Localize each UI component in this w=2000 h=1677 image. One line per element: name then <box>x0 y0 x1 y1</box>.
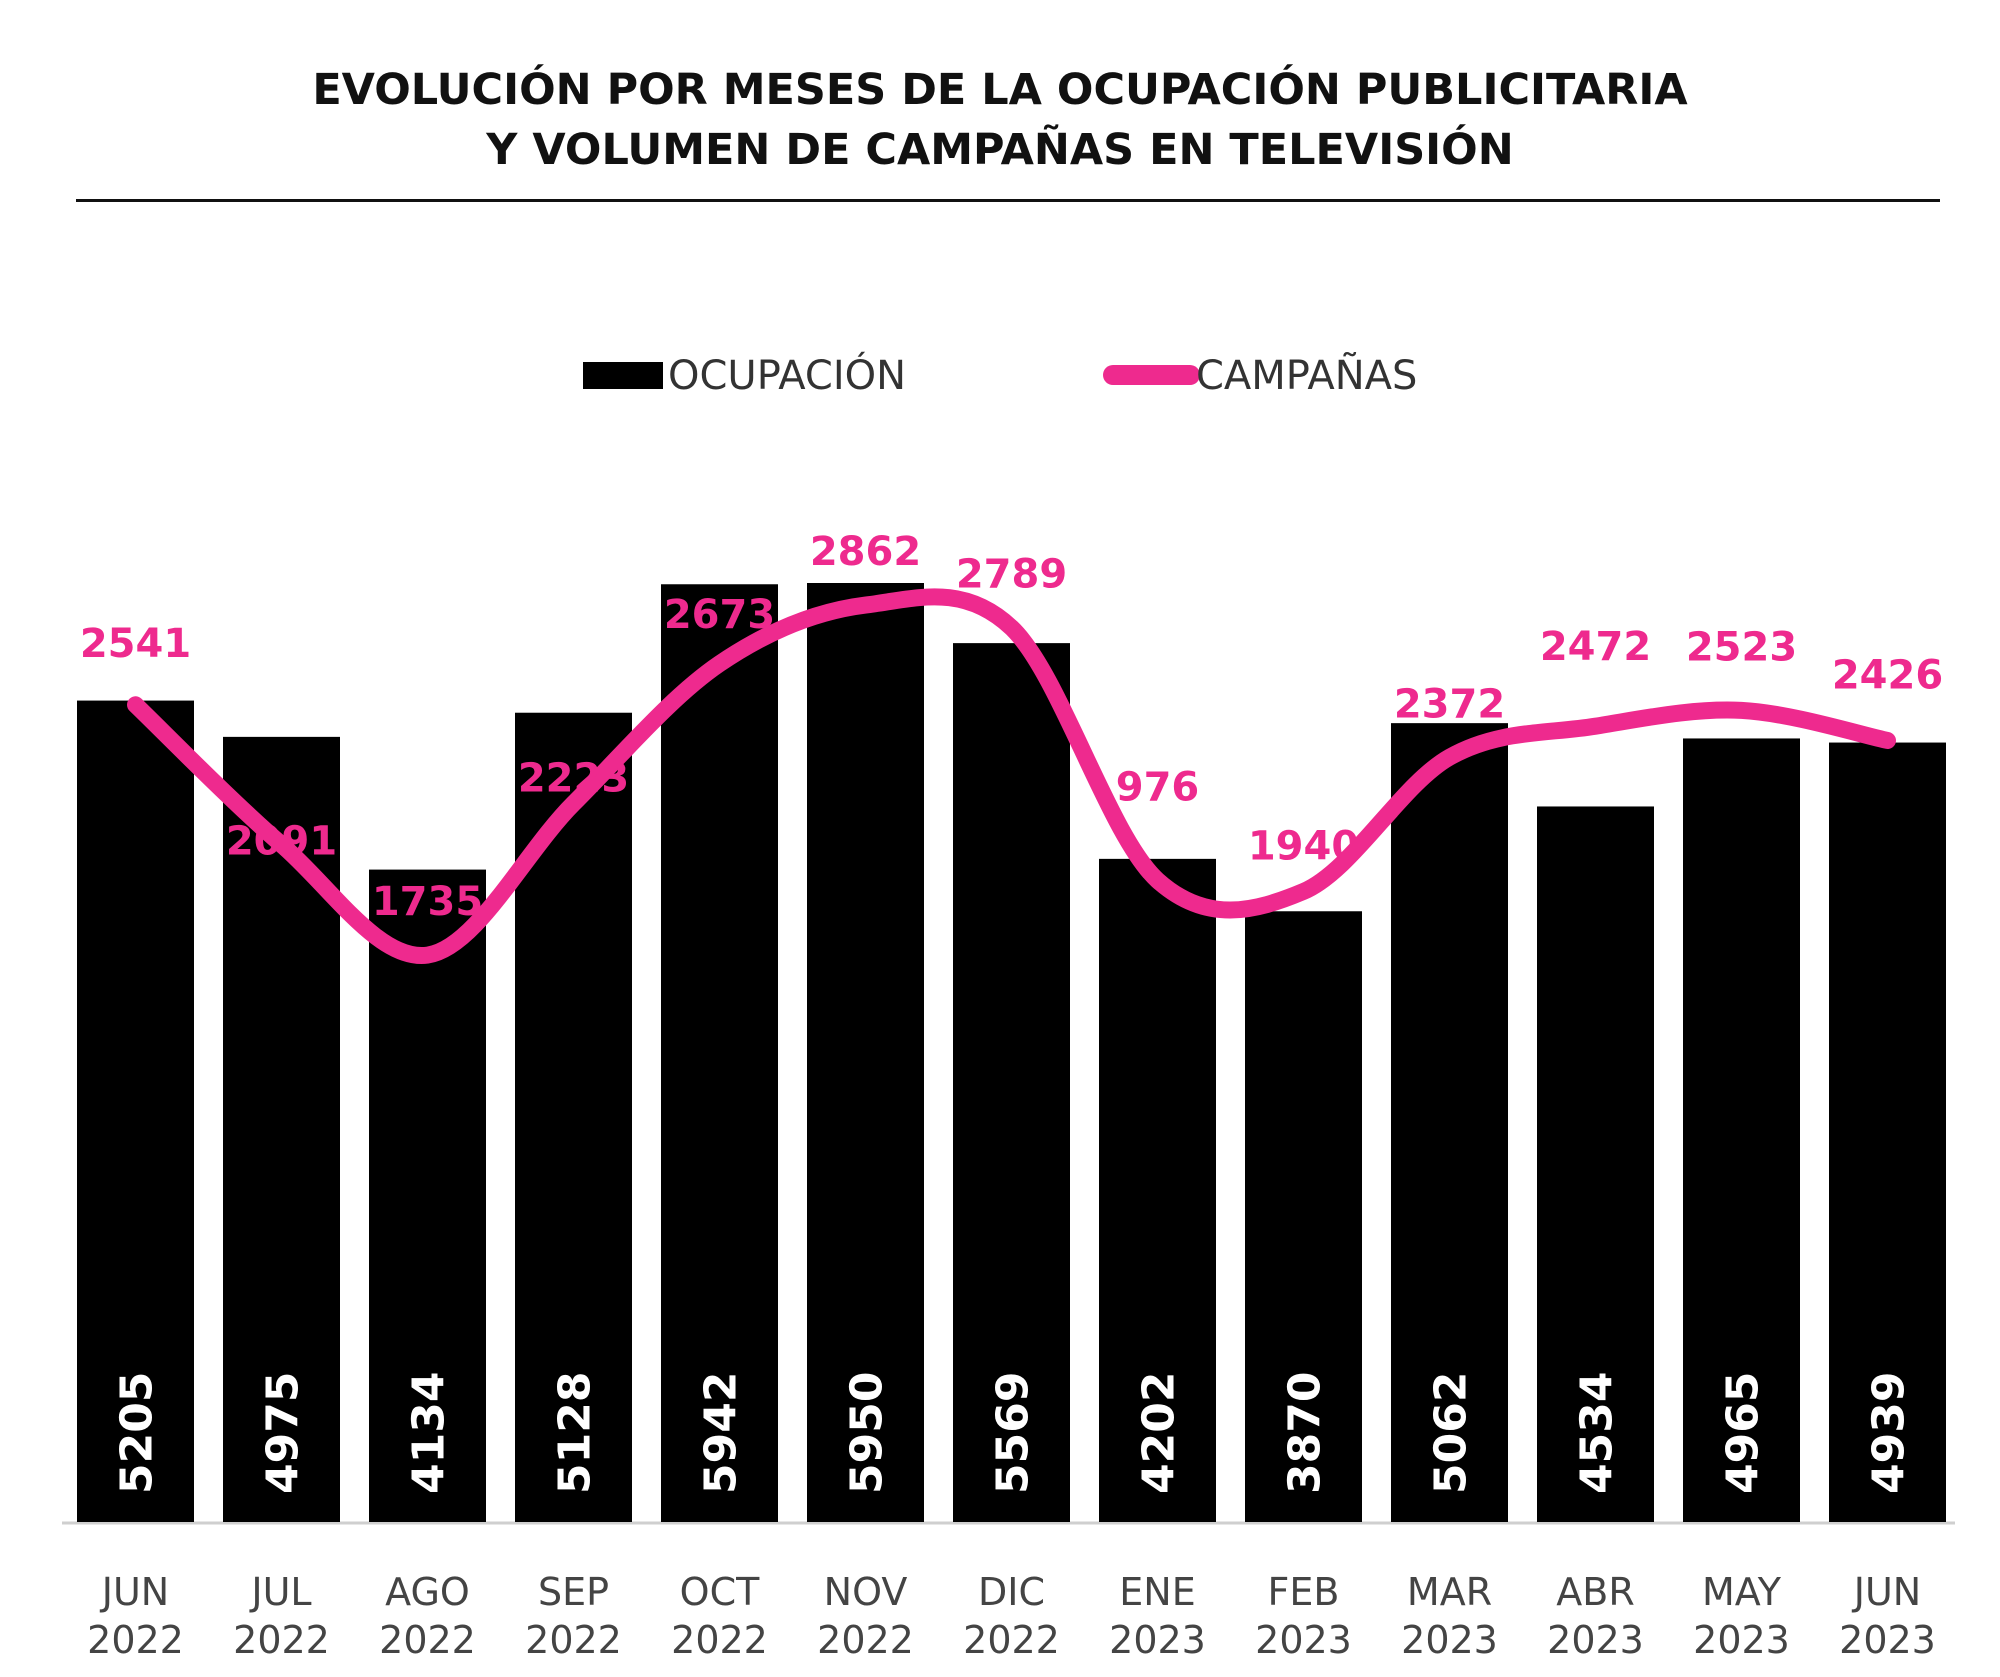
x-tick-year: 2023 <box>1401 1618 1498 1662</box>
chart-title-line-2: Y VOLUMEN DE CAMPAÑAS EN TELEVISIÓN <box>486 125 1514 175</box>
legend-label-ocupacion: OCUPACIÓN <box>668 351 906 399</box>
x-tick-year: 2022 <box>379 1618 476 1662</box>
bar-12 <box>1829 742 1946 1522</box>
bar-8 <box>1245 911 1362 1522</box>
x-tick-month: AGO <box>385 1570 470 1614</box>
x-tick-month: JUL <box>249 1570 311 1614</box>
x-tick-year: 2022 <box>233 1618 330 1662</box>
chart-title-line-1: EVOLUCIÓN POR MESES DE LA OCUPACIÓN PUBL… <box>312 65 1688 115</box>
bar-9 <box>1391 723 1508 1522</box>
bar-7 <box>1099 858 1216 1522</box>
bar-1 <box>223 736 340 1522</box>
line-value-label: 1940 <box>1248 823 1359 869</box>
x-tick-year: 2023 <box>1693 1618 1790 1662</box>
line-value-label: 2472 <box>1540 624 1651 670</box>
legend-swatch-ocupacion <box>583 362 663 389</box>
line-value-label: 2372 <box>1394 681 1505 727</box>
bar-series-ocupacion <box>77 583 1946 1522</box>
line-value-label: 2789 <box>956 552 1067 598</box>
x-tick-year: 2023 <box>1547 1618 1644 1662</box>
legend-label-campanas: CAMPAÑAS <box>1196 351 1417 399</box>
bar-value-label: 4134 <box>404 1372 455 1494</box>
x-tick-year: 2022 <box>817 1618 914 1662</box>
legend: OCUPACIÓN CAMPAÑAS <box>583 351 1417 399</box>
bar-0 <box>77 700 194 1522</box>
bar-4 <box>661 584 778 1522</box>
bar-11 <box>1683 738 1800 1522</box>
line-value-label: 2673 <box>664 592 775 638</box>
line-value-label: 2862 <box>810 529 921 575</box>
bar-value-label: 3870 <box>1280 1372 1331 1494</box>
x-tick-month: NOV <box>824 1570 908 1614</box>
x-tick-month: ENE <box>1119 1570 1195 1614</box>
x-axis-labels: JUN2022JUL2022AGO2022SEP2022OCT2022NOV20… <box>87 1570 1936 1662</box>
bar-value-label: 4975 <box>258 1372 309 1494</box>
bar-6 <box>953 643 1070 1522</box>
x-tick-year: 2023 <box>1255 1618 1352 1662</box>
bar-value-labels: 5205 4975 4134 5128 5942 5950 5569 4202 3870 5062… <box>112 1372 1915 1494</box>
line-value-label: 2541 <box>80 621 191 667</box>
x-tick-month: JUN <box>1852 1570 1921 1614</box>
bar-value-label: 4534 <box>1572 1372 1623 1494</box>
x-tick-month: JUN <box>100 1570 169 1614</box>
line-value-label: 2426 <box>1832 652 1943 698</box>
bar-value-label: 4965 <box>1718 1372 1769 1494</box>
x-tick-year: 2023 <box>1109 1618 1206 1662</box>
chart-title: EVOLUCIÓN POR MESES DE LA OCUPACIÓN PUBL… <box>0 60 2000 180</box>
x-tick-month: DIC <box>978 1570 1045 1614</box>
line-value-label: 2223 <box>518 756 629 802</box>
x-tick-month: MAR <box>1407 1570 1492 1614</box>
bar-value-label: 5205 <box>112 1372 163 1494</box>
x-tick-year: 2022 <box>963 1618 1060 1662</box>
x-tick-month: OCT <box>680 1570 760 1614</box>
bar-value-label: 5128 <box>550 1372 601 1494</box>
line-value-labels: 2541 2091 1735 2223 2673 2862 2789 976 1940 2372 2… <box>80 529 1943 925</box>
line-value-label: 2091 <box>226 819 337 865</box>
x-tick-month: MAY <box>1702 1570 1782 1614</box>
title-divider <box>76 199 1940 202</box>
bar-value-label: 5569 <box>988 1372 1039 1494</box>
bar-2 <box>369 869 486 1522</box>
bar-value-label: 5942 <box>696 1372 747 1494</box>
bar-value-label: 4202 <box>1134 1372 1185 1494</box>
x-tick-month: SEP <box>538 1570 609 1614</box>
line-value-label: 2523 <box>1686 624 1797 670</box>
x-tick-month: FEB <box>1268 1570 1340 1614</box>
bar-value-label: 4939 <box>1864 1372 1915 1494</box>
line-value-label: 1735 <box>372 879 483 925</box>
line-value-label: 976 <box>1116 764 1200 810</box>
bar-5 <box>807 583 924 1522</box>
bar-10 <box>1537 806 1654 1522</box>
x-tick-year: 2022 <box>525 1618 622 1662</box>
campanas-line <box>127 588 1896 964</box>
x-tick-month: ABR <box>1556 1570 1634 1614</box>
bar-value-label: 5950 <box>842 1372 893 1494</box>
x-tick-year: 2022 <box>671 1618 768 1662</box>
x-tick-year: 2022 <box>87 1618 184 1662</box>
bar-value-label: 5062 <box>1426 1372 1477 1494</box>
x-tick-year: 2023 <box>1839 1618 1936 1662</box>
line-series-campanas <box>127 588 1896 964</box>
